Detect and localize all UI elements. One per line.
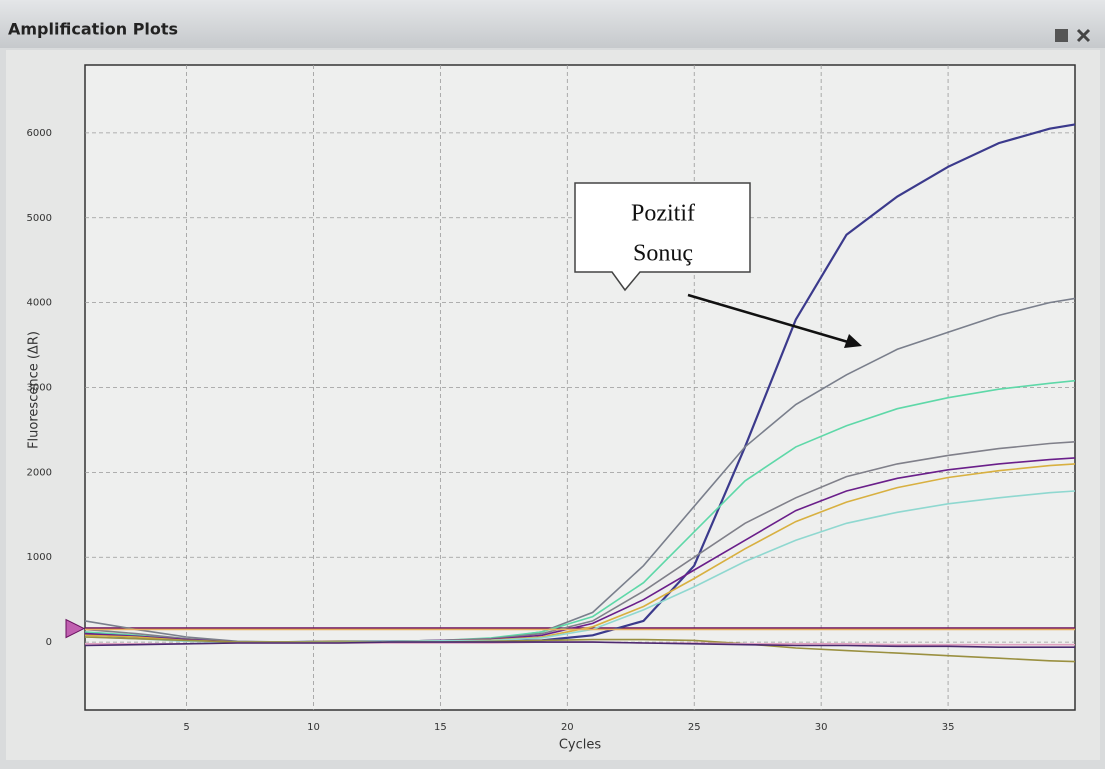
y-tick-label: 1000	[27, 552, 52, 563]
callout-text: Sonuç	[633, 241, 693, 267]
y-tick-label: 0	[46, 637, 52, 648]
x-tick-label: 20	[561, 722, 574, 733]
x-axis-label: Cycles	[559, 738, 602, 753]
y-tick-label: 6000	[27, 128, 52, 139]
y-tick-label: 2000	[27, 467, 52, 478]
maximize-button[interactable]	[1055, 29, 1068, 42]
y-tick-label: 4000	[27, 298, 52, 309]
x-tick-label: 35	[942, 722, 955, 733]
y-axis-label: Fluorescence (ΔR)	[27, 331, 42, 449]
callout-text: Pozitif	[631, 201, 695, 227]
page: Amplification Plots 01000200030004000500…	[0, 0, 1105, 765]
x-tick-label: 15	[434, 722, 447, 733]
x-tick-label: 30	[815, 722, 828, 733]
window-title: Amplification Plots	[8, 20, 178, 39]
x-tick-label: 5	[183, 722, 189, 733]
x-tick-label: 10	[307, 722, 320, 733]
window: Amplification Plots 01000200030004000500…	[0, 0, 1105, 765]
y-tick-label: 5000	[27, 213, 52, 224]
x-tick-label: 25	[688, 722, 701, 733]
